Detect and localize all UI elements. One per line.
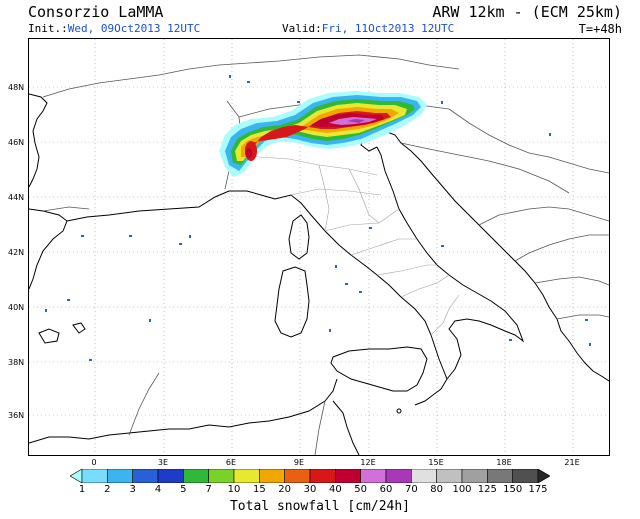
- legend-swatch: [107, 469, 133, 483]
- legend-tick-label: 175: [528, 484, 548, 495]
- legend-swatch: [208, 469, 235, 483]
- forecast-step: T=+48h: [578, 22, 622, 36]
- coastlines: [29, 93, 609, 455]
- lon-label-6e: 6E: [225, 458, 237, 467]
- legend-swatch: [487, 469, 513, 483]
- lat-label-40n: 40N: [8, 303, 25, 312]
- lon-label-12e: 12E: [360, 458, 376, 467]
- legend-tick-label: 100: [452, 484, 472, 495]
- legend-tick-label: 3: [129, 484, 136, 495]
- legend-swatch: [132, 469, 159, 483]
- legend-swatch: [284, 469, 311, 483]
- lon-label-18e: 18E: [496, 458, 512, 467]
- legend-tick-label: 4: [154, 484, 162, 495]
- legend-swatch: [385, 469, 412, 483]
- model-provider-title: Consorzio LaMMA: [28, 3, 164, 21]
- legend-swatch: [157, 469, 184, 483]
- snow-cell-west-core: [246, 148, 252, 158]
- legend-swatch: [360, 469, 387, 483]
- init-value: Wed, 09Oct2013 12UTC: [67, 22, 201, 35]
- lat-label-38n: 38N: [8, 358, 25, 367]
- valid-value: Fri, 11Oct2013 12UTC: [321, 22, 455, 35]
- legend-tick-label: 2: [104, 484, 111, 495]
- italian-regions: [234, 154, 460, 336]
- lon-label-9e: 9E: [293, 458, 305, 467]
- legend-tick-label: 40: [328, 484, 342, 495]
- init-time: Init.:Wed, 09Oct2013 12UTC: [28, 22, 200, 35]
- scattered-flecks: [45, 75, 591, 361]
- lon-label-0: 0: [91, 458, 97, 467]
- valid-time: Valid:Fri, 11Oct2013 12UTC: [282, 22, 454, 35]
- legend-tick-label: 150: [503, 484, 523, 495]
- lon-label-3e: 3E: [157, 458, 169, 467]
- legend-tick-label: 1: [78, 484, 86, 495]
- legend-tick-label: 10: [227, 484, 241, 495]
- legend-tick-label: 70: [404, 484, 418, 495]
- legend-tick-label: 20: [278, 484, 292, 495]
- legend-swatch: [183, 469, 209, 483]
- legend-swatch: [461, 469, 488, 483]
- snow-purple-core: [347, 119, 365, 123]
- legend-swatch: [436, 469, 463, 483]
- snowfall-field: [219, 91, 427, 177]
- lat-label-48n: 48N: [8, 83, 25, 92]
- legend-swatch: [537, 469, 550, 483]
- borders: [42, 54, 609, 455]
- lat-label-44n: 44N: [8, 193, 25, 202]
- legend-tick-label: 30: [303, 484, 317, 495]
- legend-tick-label: 80: [430, 484, 444, 495]
- init-label: Init.:: [28, 22, 68, 35]
- legend-tick-label: 15: [252, 484, 266, 495]
- snowfall-color-legend: [70, 469, 550, 483]
- lat-label-42n: 42N: [8, 248, 25, 257]
- legend-swatch: [70, 469, 83, 483]
- legend-tick-label: 125: [477, 484, 497, 495]
- legend-tick-label: 7: [205, 484, 212, 495]
- legend-swatch: [411, 469, 437, 483]
- legend-tick-label: 60: [379, 484, 393, 495]
- legend-swatch: [259, 469, 285, 483]
- legend-swatch: [335, 469, 361, 483]
- graticule: [29, 39, 609, 455]
- lat-label-46n: 46N: [8, 138, 25, 147]
- legend-tick-label: 5: [180, 484, 187, 495]
- snowfall-map: [28, 38, 610, 456]
- legend-swatch: [309, 469, 336, 483]
- lon-label-15e: 15E: [428, 458, 444, 467]
- map-canvas: [29, 39, 609, 455]
- legend-title: Total snowfall [cm/24h]: [229, 499, 410, 514]
- legend-swatch: [233, 469, 260, 483]
- legend-swatches: [70, 469, 550, 483]
- model-resolution-title: ARW 12km - (ECM 25km): [432, 3, 622, 21]
- legend-tick-label: 50: [354, 484, 368, 495]
- lon-label-21e: 21E: [564, 458, 580, 467]
- valid-label: Valid:: [282, 22, 322, 35]
- lat-label-36n: 36N: [8, 411, 25, 420]
- legend-swatch: [81, 469, 108, 483]
- legend-swatch: [512, 469, 539, 483]
